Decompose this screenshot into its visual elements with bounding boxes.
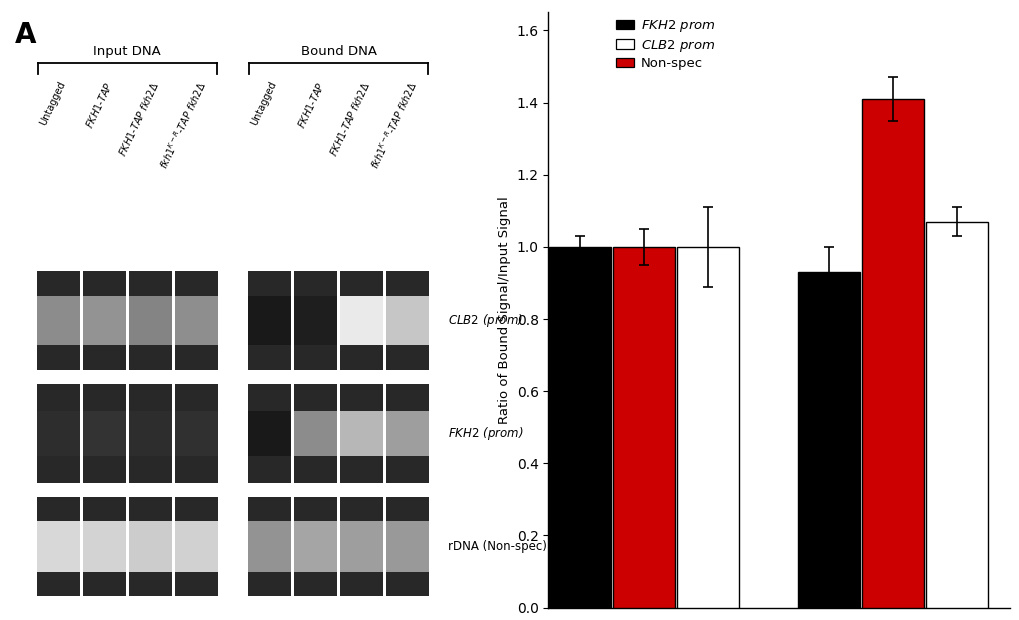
Text: $FKH1$-TAP $fkh2\Delta$: $FKH1$-TAP $fkh2\Delta$	[327, 79, 372, 158]
Bar	[83, 497, 125, 596]
Bar	[83, 272, 125, 370]
Bar	[83, 384, 125, 482]
Bar	[128, 384, 171, 482]
Bar	[83, 412, 125, 456]
Bar	[174, 497, 217, 596]
Bar	[174, 521, 217, 572]
Bar	[339, 412, 383, 456]
Text: Bound DNA: Bound DNA	[301, 45, 376, 58]
Bar	[339, 272, 383, 370]
Bar	[248, 272, 290, 370]
Bar	[385, 412, 429, 456]
Bar	[128, 497, 171, 596]
Text: $CLB2$ (prom): $CLB2$ (prom)	[447, 312, 522, 329]
Bar	[293, 497, 336, 596]
Bar	[37, 412, 79, 456]
Bar	[385, 272, 429, 370]
Bar	[797, 272, 859, 608]
Bar	[128, 296, 171, 345]
Bar	[861, 99, 923, 608]
Bar	[248, 521, 290, 572]
Text: Input DNA: Input DNA	[93, 45, 161, 58]
Bar	[339, 521, 383, 572]
Bar	[83, 296, 125, 345]
Bar	[174, 412, 217, 456]
Bar	[83, 521, 125, 572]
Bar	[612, 247, 675, 608]
Text: $fkh1^{K-R}$-TAP $fkh2\Delta$: $fkh1^{K-R}$-TAP $fkh2\Delta$	[367, 79, 420, 171]
Bar	[248, 497, 290, 596]
Bar	[549, 247, 610, 608]
Bar	[385, 296, 429, 345]
Text: B: B	[512, 0, 532, 6]
Text: Untagged: Untagged	[38, 79, 67, 127]
Legend: $FKH2$ prom, $CLB2$ prom, Non-spec: $FKH2$ prom, $CLB2$ prom, Non-spec	[609, 13, 720, 75]
Bar	[339, 497, 383, 596]
Bar	[339, 384, 383, 482]
Bar	[385, 384, 429, 482]
Bar	[924, 221, 986, 608]
Text: $fkh1^{K-R}$-TAP $fkh2\Delta$: $fkh1^{K-R}$-TAP $fkh2\Delta$	[156, 79, 209, 171]
Bar	[128, 412, 171, 456]
Bar	[293, 384, 336, 482]
Text: $FKH2$ (prom): $FKH2$ (prom)	[447, 425, 523, 442]
Text: $FKH1$-TAP: $FKH1$-TAP	[84, 79, 115, 130]
Bar	[293, 272, 336, 370]
Bar	[37, 497, 79, 596]
Bar	[128, 272, 171, 370]
Bar	[37, 384, 79, 482]
Bar	[293, 521, 336, 572]
Bar	[174, 272, 217, 370]
Bar	[248, 296, 290, 345]
Bar	[128, 521, 171, 572]
Text: rDNA (Non-spec): rDNA (Non-spec)	[447, 540, 546, 553]
Bar	[248, 412, 290, 456]
Text: $FKH1$-TAP: $FKH1$-TAP	[294, 79, 326, 130]
Bar	[339, 296, 383, 345]
Bar	[293, 296, 336, 345]
Bar	[37, 272, 79, 370]
Bar	[248, 384, 290, 482]
Text: A: A	[15, 21, 37, 50]
Bar	[37, 521, 79, 572]
Text: Untagged: Untagged	[250, 79, 278, 127]
Y-axis label: Ratio of Bound Signal/Input Signal: Ratio of Bound Signal/Input Signal	[497, 196, 511, 424]
Bar	[174, 384, 217, 482]
Text: $FKH1$-TAP $fkh2\Delta$: $FKH1$-TAP $fkh2\Delta$	[116, 79, 161, 158]
Bar	[385, 497, 429, 596]
Bar	[174, 296, 217, 345]
Bar	[293, 412, 336, 456]
Bar	[677, 247, 739, 608]
Bar	[37, 296, 79, 345]
Bar	[385, 521, 429, 572]
